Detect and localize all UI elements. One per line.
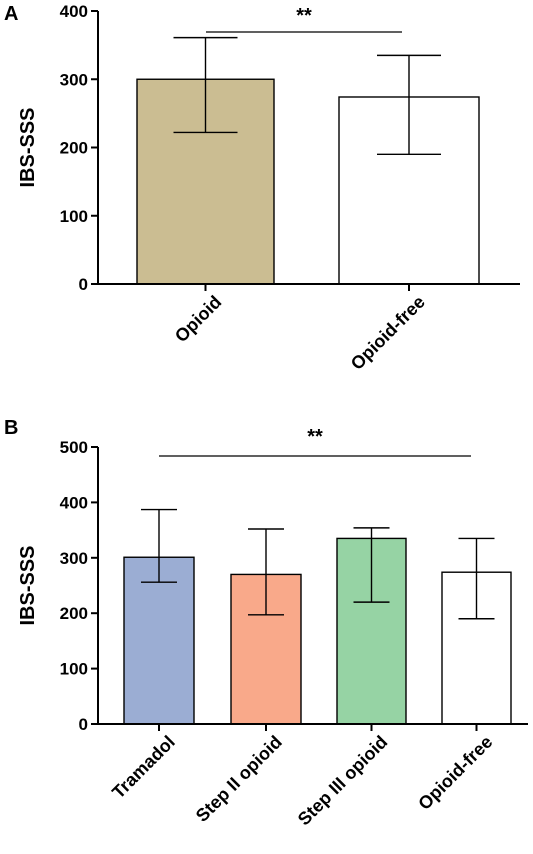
y-tick-label: 0 <box>79 715 88 734</box>
category-label: Opioid <box>171 292 225 346</box>
panel-letter: A <box>4 3 18 25</box>
category-label: Tramadol <box>108 732 179 803</box>
y-tick-label: 100 <box>60 660 88 679</box>
y-tick-label: 400 <box>60 493 88 512</box>
category-label: Step II opioid <box>192 732 286 826</box>
category-label: Step III opioid <box>294 732 392 830</box>
y-tick-label: 300 <box>60 549 88 568</box>
category-label: Opioid-free <box>347 292 429 374</box>
y-axis-label: IBS-SSS <box>17 107 39 187</box>
y-tick-label: 400 <box>60 2 88 21</box>
panel-a: A IBS-SSS 0 100 200 300 400 Opioid Opioid-free ** <box>4 2 520 374</box>
significance-label: ** <box>296 5 312 27</box>
y-tick-label: 100 <box>60 207 88 226</box>
y-tick-label: 0 <box>79 275 88 294</box>
y-tick-label: 200 <box>60 604 88 623</box>
y-tick-label: 300 <box>60 70 88 89</box>
y-axis-label: IBS-SSS <box>17 545 39 625</box>
category-label: Opioid-free <box>414 732 496 814</box>
y-tick-label: 500 <box>60 438 88 457</box>
panel-letter: B <box>4 417 18 439</box>
y-tick-label: 200 <box>60 139 88 158</box>
panel-b: B IBS-SSS 0 100 200 300 400 500 Tramadol Step II … <box>4 417 528 829</box>
significance-label: ** <box>307 426 323 448</box>
